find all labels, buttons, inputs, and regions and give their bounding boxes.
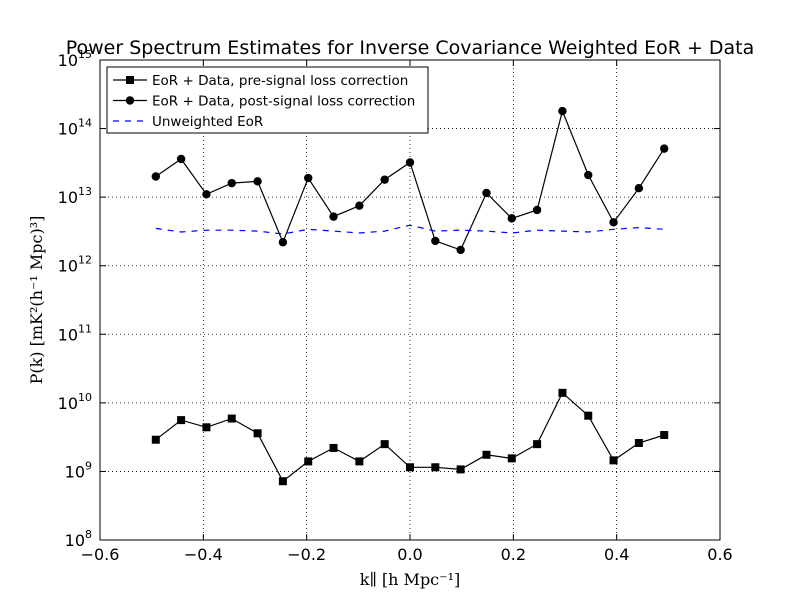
data-point-circle: [355, 201, 364, 210]
axis-ticks: [99, 59, 721, 541]
chart-title: Power Spectrum Estimates for Inverse Cov…: [66, 37, 755, 59]
data-point-square: [482, 450, 491, 459]
y-tick-base: 10: [65, 462, 85, 481]
data-point-circle: [558, 106, 567, 116]
series-layer: [151, 106, 669, 486]
legend-label: EoR + Data, post-signal loss correction: [152, 94, 415, 110]
data-point-circle: [456, 245, 465, 255]
y-tick-label: 1011: [58, 322, 92, 344]
data-point-circle: [176, 154, 186, 164]
data-point-square: [151, 435, 160, 444]
y-tick-label: 1012: [58, 254, 92, 276]
y-tick-label: 1015: [58, 48, 92, 70]
y-tick-base: 10: [58, 394, 78, 413]
data-point-circle: [278, 238, 288, 247]
data-point-circle: [609, 218, 618, 227]
data-point-circle: [660, 144, 669, 153]
x-tick-label: 0.0: [397, 545, 422, 564]
x-tick-label: −0.4: [184, 545, 223, 564]
data-point-circle: [304, 173, 313, 183]
y-tick-label: 1014: [58, 117, 92, 139]
x-axis-label: k∥ [h Mpc⁻¹]: [360, 570, 461, 589]
data-point-square: [431, 463, 440, 472]
legend: EoR + Data, pre-signal loss correction Eo…: [106, 66, 429, 134]
data-point-square: [634, 438, 643, 447]
legend-marker-circle: [125, 96, 135, 105]
x-tick-label: 0.6: [707, 545, 732, 564]
series-3: [155, 224, 665, 235]
y-tick-exponent: 11: [78, 322, 92, 335]
legend-label: Unweighted EoR: [152, 114, 263, 130]
y-tick-exponent: 9: [85, 459, 92, 472]
data-point-square: [558, 388, 567, 397]
data-point-circle: [227, 178, 236, 188]
data-point-circle: [202, 190, 211, 199]
x-tick-label: 0.4: [604, 545, 629, 564]
data-point-square: [406, 463, 414, 472]
data-point-square: [329, 443, 338, 452]
data-point-circle: [253, 177, 262, 186]
data-point-square: [278, 477, 287, 486]
data-point-square: [456, 465, 465, 474]
y-tick-base: 10: [58, 51, 78, 70]
y-tick-label: 1010: [58, 391, 92, 413]
data-point-square: [177, 416, 186, 425]
data-point-square: [227, 414, 236, 423]
y-tick-exponent: 10: [78, 391, 92, 404]
data-point-circle: [482, 188, 491, 198]
data-point-square: [584, 411, 593, 420]
data-point-circle: [634, 184, 644, 193]
data-point-square: [660, 430, 669, 439]
data-point-circle: [329, 212, 338, 221]
data-point-square: [253, 429, 262, 438]
y-tick-exponent: 8: [85, 528, 92, 541]
data-point-square: [355, 457, 364, 466]
data-point-circle: [532, 205, 542, 215]
y-tick-exponent: 13: [78, 185, 92, 198]
y-tick-base: 10: [65, 531, 85, 550]
data-point-circle: [507, 214, 516, 223]
legend-entry: Unweighted EoR: [113, 114, 263, 130]
x-tick-labels: −0.6 −0.4 −0.2 0.0 0.2 0.4 0.6: [81, 545, 733, 564]
y-tick-base: 10: [58, 188, 78, 207]
legend-entry: EoR + Data, post-signal loss correction: [113, 94, 415, 110]
x-tick-label: −0.2: [287, 545, 326, 564]
data-point-square: [507, 454, 516, 463]
legend-entries: EoR + Data, pre-signal loss correction Eo…: [113, 73, 415, 130]
legend-entry: EoR + Data, pre-signal loss correction: [113, 73, 408, 89]
legend-marker-square: [126, 76, 134, 84]
data-point-circle: [405, 158, 415, 167]
y-tick-base: 10: [58, 120, 78, 139]
y-tick-label: 1013: [58, 185, 92, 207]
legend-label: EoR + Data, pre-signal loss correction: [152, 73, 408, 89]
x-tick-label: 0.2: [501, 545, 526, 564]
data-point-square: [202, 423, 211, 432]
x-tick-label: −0.6: [81, 545, 120, 564]
data-point-square: [304, 457, 313, 466]
y-tick-exponent: 12: [78, 254, 92, 267]
legend-box: [106, 66, 429, 134]
y-tick-label: 108: [65, 528, 92, 550]
y-tick-label: 109: [65, 459, 92, 481]
series-2: [151, 106, 669, 255]
data-point-circle: [380, 175, 389, 184]
data-point-circle: [151, 172, 160, 181]
y-tick-base: 10: [58, 325, 78, 344]
y-tick-base: 10: [58, 257, 78, 276]
y-tick-exponent: 15: [78, 48, 92, 61]
data-point-square: [380, 440, 389, 449]
y-axis-label: P(k) [mK²(h⁻¹ Mpc)³]: [27, 216, 46, 385]
data-point-circle: [431, 236, 440, 246]
y-tick-exponent: 14: [78, 117, 92, 130]
series-1: [151, 388, 669, 486]
data-point-square: [609, 456, 618, 465]
data-point-circle: [584, 170, 593, 180]
series-line: [155, 224, 665, 235]
data-point-square: [533, 440, 542, 449]
